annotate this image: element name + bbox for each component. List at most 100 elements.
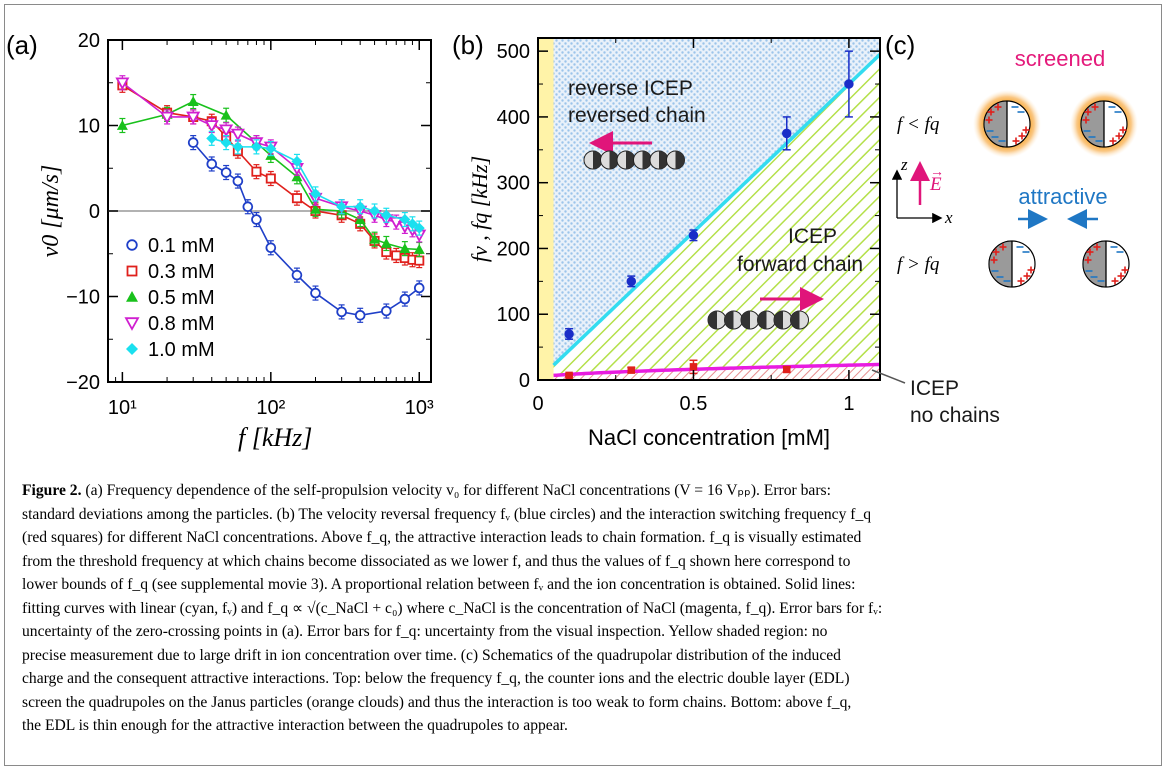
data-point: [309, 203, 321, 214]
janus-gold-half: [988, 240, 1013, 288]
janus-particles-bottom: [988, 240, 1130, 288]
data-point: [336, 306, 347, 318]
data-point: [186, 111, 201, 125]
chart-b-ytick-label: 400: [497, 107, 530, 129]
data-point-fv: [564, 329, 574, 339]
chart-b-ytick-label: 500: [497, 41, 530, 63]
chain-particle-half: [757, 311, 767, 329]
data-point: [204, 120, 219, 133]
legend-marker-1: [126, 239, 138, 251]
annot-forward-chain: forward chain: [737, 253, 863, 276]
data-point-fv: [781, 128, 792, 139]
chart-a-ylabel: v0 [μm/s]: [38, 165, 64, 258]
caption-line-4: from the threshold frequency at which ch…: [22, 552, 851, 570]
chart-b-fv-fit-line: [552, 53, 880, 367]
schematic-c: screened f < fq z x E → attractive f > f…: [891, 46, 1138, 288]
legend-marker-4: [124, 317, 140, 331]
data-point: [310, 287, 321, 299]
caption-line-1: Figure 2. (a) Frequency dependence of th…: [22, 479, 1147, 503]
chart-a-ytick-label: 10: [78, 116, 100, 138]
nochain-pointer: [871, 369, 906, 384]
efield-label: E: [929, 174, 942, 195]
data-point: [354, 201, 366, 213]
caption-line-9: charge and the consequent attractive int…: [22, 670, 850, 687]
chain-particle-half: [790, 311, 800, 329]
data-point: [265, 242, 277, 254]
chain-particle-half: [708, 311, 717, 329]
chart-a-ytick-label: 0: [89, 201, 100, 223]
caption-line-2: standard deviations among the particles.…: [22, 505, 872, 523]
label-screened: screened: [1015, 46, 1106, 71]
panel-label-b: (b): [452, 30, 484, 60]
data-point: [219, 124, 234, 138]
chart-b-ytick-label: 300: [497, 173, 530, 195]
legend-label-2: 0.3 mM: [148, 261, 215, 283]
data-point: [309, 188, 321, 200]
data-point-fv: [844, 79, 854, 89]
data-point: [220, 167, 232, 178]
data-point: [413, 282, 425, 294]
data-point-fq: [565, 371, 573, 380]
data-point-fq: [689, 363, 698, 371]
figure-caption: Figure 2. (a) Frequency dependence of th…: [22, 479, 1147, 738]
data-point: [187, 96, 199, 106]
data-point: [116, 120, 128, 130]
janus-gold-half: [1082, 240, 1107, 288]
data-point: [354, 310, 366, 321]
legend-marker-2: [126, 265, 138, 277]
chart-b-ytick-label: 100: [497, 304, 530, 326]
chart-a-ytick-label: −20: [66, 372, 100, 394]
chain-particle-half: [659, 151, 668, 169]
data-point: [413, 243, 425, 254]
panel-label-a: (a): [6, 30, 38, 60]
data-point: [291, 155, 303, 167]
legend-marker-5: [126, 343, 138, 355]
chart-b-xtick-label: 0: [532, 393, 543, 415]
data-point: [380, 209, 392, 221]
data-point: [399, 293, 411, 305]
axis-x-label: x: [944, 208, 953, 227]
chart-a-ytick-label: 20: [78, 30, 100, 52]
data-point: [291, 171, 303, 182]
chart-b-xlabel: NaCl concentration [mM]: [588, 425, 830, 450]
chain-particle-half: [609, 151, 619, 169]
chain-particle-half: [593, 151, 602, 169]
data-point: [391, 250, 402, 261]
data-point: [354, 214, 366, 224]
data-point: [251, 214, 262, 225]
chart-b: 0 0.5 1 0 100 200 300 400 500 reverse ICEP rever…: [467, 37, 1000, 450]
data-point: [381, 305, 392, 317]
data-point: [230, 128, 245, 142]
chart-a-xtick-label: 10²: [256, 397, 285, 419]
chart-b-xtick-label: 1: [843, 393, 854, 415]
data-point: [291, 193, 302, 204]
chart-b-nochain-region: [538, 364, 880, 380]
data-point: [232, 141, 244, 153]
legend-label-3: 0.5 mM: [148, 287, 215, 309]
data-point: [242, 201, 254, 213]
data-point: [187, 137, 199, 148]
label-attractive: attractive: [1018, 184, 1107, 209]
data-point: [220, 109, 232, 120]
annot-no-chains: no chains: [910, 404, 1000, 427]
data-point: [291, 269, 303, 281]
data-point: [399, 243, 411, 254]
data-point: [232, 175, 244, 187]
caption-text-1: (a) Frequency dependence of the self-pro…: [85, 482, 831, 499]
chain-particle-half: [774, 311, 783, 329]
chart-a-ytick-label: −10: [66, 287, 100, 309]
chart-b-yellow-region: [538, 38, 554, 380]
data-point: [380, 237, 392, 248]
data-point: [336, 201, 348, 213]
chart-b-ytick-label: 0: [519, 370, 530, 392]
axis-z-label: z: [900, 155, 908, 174]
cond-bottom: f > fq: [897, 254, 940, 275]
chart-a-xtick-label: 10³: [405, 397, 434, 419]
caption-line-8: precise measurement due to large drift i…: [22, 646, 841, 664]
chain-particle-half: [642, 151, 652, 169]
janus-particles-top: [983, 100, 1128, 148]
figure-frame: [4, 4, 1162, 766]
chain-particle-half: [741, 311, 750, 329]
chart-a-xlabel: f [kHz]: [238, 423, 312, 452]
data-point: [414, 255, 425, 266]
